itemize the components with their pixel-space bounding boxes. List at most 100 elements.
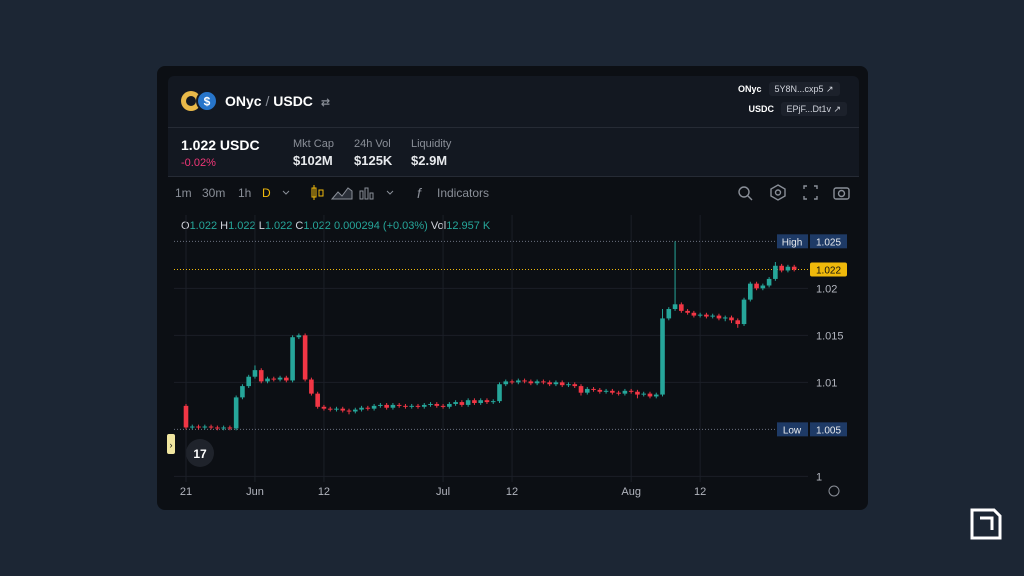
candle-body [221, 427, 226, 429]
candle-body [685, 310, 690, 313]
candle-body [252, 370, 258, 377]
candle-body [635, 391, 640, 395]
dropdown-icon[interactable] [282, 190, 290, 195]
candle-body [447, 403, 452, 407]
legend-change: 0.000294 (+0.03%) [333, 220, 428, 232]
address-text: EPjF...Dt1v [786, 104, 832, 114]
candle-body [265, 378, 270, 382]
candle-body [290, 337, 295, 381]
legend-value: 1.022 [228, 220, 256, 232]
fullscreen-icon[interactable] [803, 185, 818, 200]
candle-body [785, 266, 791, 271]
candle-body [208, 426, 214, 428]
dropdown-icon[interactable] [386, 190, 394, 195]
candle-body [735, 320, 741, 325]
candle-body [421, 404, 427, 407]
candle-body [277, 377, 283, 380]
tv-logo[interactable] [186, 439, 214, 467]
candle-body [528, 381, 534, 384]
metric-value: $125K [354, 153, 393, 168]
candle-body [390, 404, 396, 408]
candle-body [509, 381, 515, 383]
candle-body [346, 410, 352, 412]
fx-icon[interactable]: f [417, 185, 423, 201]
candle-body [679, 304, 684, 311]
candle-body [766, 278, 772, 286]
address[interactable]: EPjF...Dt1v ↗ [780, 102, 848, 116]
candle-body [459, 402, 465, 405]
y-tick-label: 1.02 [816, 283, 837, 295]
candle-body [603, 390, 609, 392]
candle-body [258, 370, 264, 382]
candle-body [534, 381, 540, 384]
interval-active[interactable]: D [262, 186, 271, 200]
toolbar-icons: f [282, 184, 850, 201]
pair: ONyc / USDC ⇄ [225, 93, 330, 109]
search-icon[interactable] [738, 186, 750, 198]
swap-icon[interactable]: ⇄ [320, 97, 331, 109]
candle-body [484, 400, 490, 403]
bars-icon[interactable] [359, 187, 374, 200]
candle-body [196, 426, 201, 428]
candle-body [296, 335, 302, 338]
axis-settings[interactable] [828, 485, 840, 497]
candle-body [522, 380, 527, 382]
metric-label-text: 24h Vol [354, 138, 391, 150]
candle-body [591, 388, 596, 390]
interval[interactable]: 1h [238, 186, 252, 200]
candle-body [760, 285, 766, 289]
indicators-button[interactable]: Indicators [437, 186, 490, 200]
x-tick-label: 12 [318, 486, 330, 498]
marker-value: 1.005 [816, 425, 841, 436]
legend-label: C [295, 220, 304, 232]
candle-body [371, 405, 377, 409]
metric-label: Liquidity [411, 138, 451, 150]
candle-body [791, 266, 797, 270]
candle-body [215, 427, 220, 429]
svg-text:$: $ [204, 95, 211, 109]
candle-body [202, 426, 208, 428]
candle-icon[interactable] [311, 185, 324, 200]
brand-logo [970, 508, 1002, 540]
divider [168, 176, 859, 177]
marker-value: 1.025 [816, 237, 841, 248]
x-tick-label: 21 [180, 486, 192, 498]
candle-body [302, 335, 308, 380]
candle-body [478, 400, 483, 404]
x-tick-label: Jul [436, 486, 450, 498]
candle-body [453, 402, 458, 404]
candle-body [334, 408, 339, 410]
marker-label-box [777, 234, 808, 249]
interval[interactable]: 30m [202, 186, 226, 200]
address[interactable]: 5Y8N...cxp5 ↗ [768, 82, 840, 96]
last-price-box [810, 262, 847, 277]
marker-value-box [810, 234, 847, 249]
legend-label: H [220, 220, 229, 232]
ohlc-legend: O1.022 H1.022 L1.022 C1.022 0.000294 (+0… [181, 220, 490, 232]
candle-body [704, 314, 709, 317]
candle-body [660, 318, 665, 395]
y-tick-label: 1.01 [816, 377, 837, 389]
settings-icon[interactable] [770, 184, 786, 201]
legend-label: L [258, 220, 265, 232]
candle-body [465, 400, 471, 405]
candle-body [183, 405, 189, 428]
candle-body [327, 408, 333, 410]
screenshot-icon[interactable] [833, 187, 850, 200]
legend-value: 1.022 [189, 220, 218, 232]
candle-body [773, 265, 778, 279]
candle-body [340, 408, 346, 411]
x-tick-label: Jun [246, 486, 264, 498]
candle-body [490, 401, 496, 403]
area-icon[interactable] [330, 187, 353, 200]
panel-toggle[interactable] [167, 434, 175, 454]
interval[interactable]: 1m [175, 186, 192, 200]
y-tick-label: 1 [816, 471, 822, 483]
candle-body [741, 299, 747, 325]
candle-body [497, 384, 502, 402]
candle-body [622, 390, 628, 394]
candle-body [428, 403, 433, 405]
price: 1.022 USDC [181, 137, 260, 153]
address-token: ONyc [738, 84, 762, 94]
